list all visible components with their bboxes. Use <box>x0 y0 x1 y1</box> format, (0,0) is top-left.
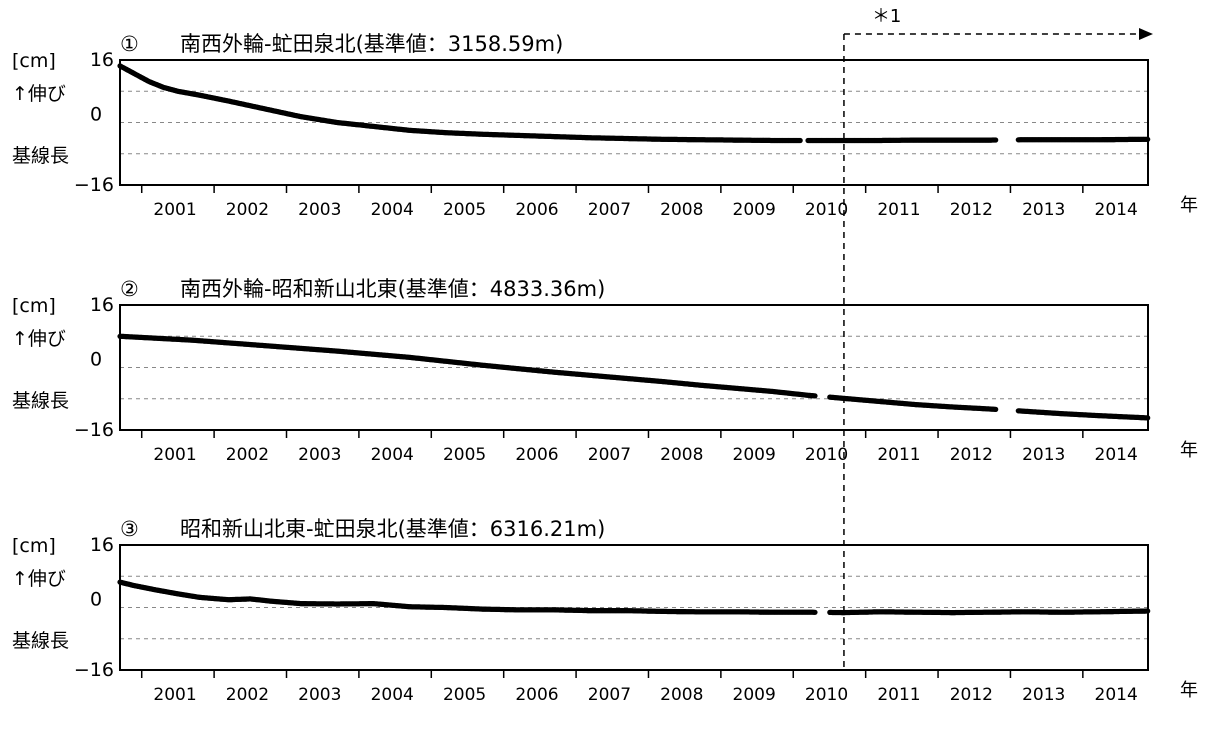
y-baseline-label: 基線長 <box>12 390 69 412</box>
plot-frame <box>119 59 1149 186</box>
annotation-label: ＊1 <box>872 6 901 27</box>
y-unit-label: [cm] <box>12 295 56 317</box>
y-unit-label: [cm] <box>12 535 56 557</box>
x-tick-label: 2002 <box>226 685 269 705</box>
data-point <box>993 406 999 412</box>
x-unit-label: 年 <box>1180 195 1198 216</box>
data-point <box>812 609 818 615</box>
x-tick-label: 2009 <box>733 685 776 705</box>
x-tick-label: 2003 <box>298 200 341 220</box>
x-tick-label: 2012 <box>950 685 993 705</box>
panel-number-marker: ② <box>120 277 139 301</box>
x-tick-label: 2004 <box>371 445 414 465</box>
x-tick-label: 2014 <box>1095 685 1138 705</box>
data-point <box>993 137 999 143</box>
x-tick-label: 2013 <box>1022 685 1065 705</box>
x-tick-label: 2006 <box>515 200 558 220</box>
data-series <box>117 333 1151 421</box>
y-baseline-label: 基線長 <box>12 145 69 167</box>
x-tick-label: 2002 <box>226 200 269 220</box>
y-tick-label: 0 <box>90 589 102 611</box>
y-baseline-label: 基線長 <box>12 630 69 652</box>
y-tick-label: −16 <box>74 174 114 196</box>
y-tick-label: −16 <box>74 419 114 441</box>
data-point <box>812 393 818 399</box>
y-tick-label: −16 <box>74 659 114 681</box>
x-tick-label: 2003 <box>298 445 341 465</box>
chart-title: 昭和新山北東-虻田泉北(基準値：6316.21m) <box>180 517 605 541</box>
y-growth-label: ↑伸び <box>12 83 66 105</box>
x-tick-label: 2007 <box>588 200 631 220</box>
x-tick-label: 2009 <box>733 445 776 465</box>
x-tick-label: 2006 <box>515 445 558 465</box>
x-tick-label: 2011 <box>877 685 920 705</box>
x-tick-label: 2002 <box>226 445 269 465</box>
x-unit-label: 年 <box>1180 680 1198 701</box>
x-tick-label: 2009 <box>733 200 776 220</box>
x-tick-label: 2005 <box>443 445 486 465</box>
chart-title: 南西外輪-虻田泉北(基準値：3158.59m) <box>180 32 563 56</box>
chart-title: 南西外輪-昭和新山北東(基準値：4833.36m) <box>180 277 605 301</box>
x-tick-label: 2008 <box>660 445 703 465</box>
x-tick-label: 2010 <box>805 200 848 220</box>
x-unit-label: 年 <box>1180 440 1198 461</box>
x-tick-label: 2014 <box>1095 445 1138 465</box>
x-tick-label: 2011 <box>877 200 920 220</box>
y-unit-label: [cm] <box>12 50 56 72</box>
x-tick-label: 2012 <box>950 445 993 465</box>
x-tick-label: 2005 <box>443 685 486 705</box>
annotation-arrowhead <box>1139 28 1153 40</box>
y-tick-label: 16 <box>90 294 114 316</box>
x-tick-label: 2004 <box>371 200 414 220</box>
data-series <box>117 579 1151 616</box>
y-tick-label: 16 <box>90 49 114 71</box>
x-axis: 2001 2002 2003 2004 2005 2006 2007 2008 2009 2010… <box>140 185 1138 220</box>
plot-frame <box>119 544 1149 671</box>
x-tick-label: 2008 <box>660 685 703 705</box>
x-tick-label: 2010 <box>805 445 848 465</box>
x-axis: 2001 2002 2003 2004 2005 2006 2007 2008 2009 2010… <box>140 430 1138 465</box>
x-tick-label: 2003 <box>298 685 341 705</box>
y-tick-label: 0 <box>90 349 102 371</box>
x-tick-label: 2011 <box>877 445 920 465</box>
x-tick-label: 2007 <box>588 685 631 705</box>
x-tick-label: 2010 <box>805 685 848 705</box>
y-tick-label: 16 <box>90 534 114 556</box>
data-series <box>117 63 1151 144</box>
data-point <box>797 137 803 144</box>
x-tick-label: 2005 <box>443 200 486 220</box>
panel-number-marker: ③ <box>120 517 139 541</box>
x-tick-label: 2008 <box>660 200 703 220</box>
plot-frame <box>119 304 1149 431</box>
x-tick-label: 2012 <box>950 200 993 220</box>
x-tick-label: 2001 <box>153 200 196 220</box>
x-tick-label: 2004 <box>371 685 414 705</box>
x-axis: 2001 2002 2003 2004 2005 2006 2007 2008 2009 2010… <box>140 670 1138 705</box>
annotation-overlay: ＊1 <box>843 6 1153 670</box>
x-tick-label: 2013 <box>1022 200 1065 220</box>
x-tick-label: 2014 <box>1095 200 1138 220</box>
x-tick-label: 2001 <box>153 445 196 465</box>
x-tick-label: 2013 <box>1022 445 1065 465</box>
y-growth-label: ↑伸び <box>12 328 66 350</box>
y-tick-label: 0 <box>90 104 102 126</box>
y-growth-label: ↑伸び <box>12 568 66 590</box>
x-tick-label: 2007 <box>588 445 631 465</box>
x-tick-label: 2006 <box>515 685 558 705</box>
x-tick-label: 2001 <box>153 685 196 705</box>
panel-number-marker: ① <box>120 32 139 56</box>
